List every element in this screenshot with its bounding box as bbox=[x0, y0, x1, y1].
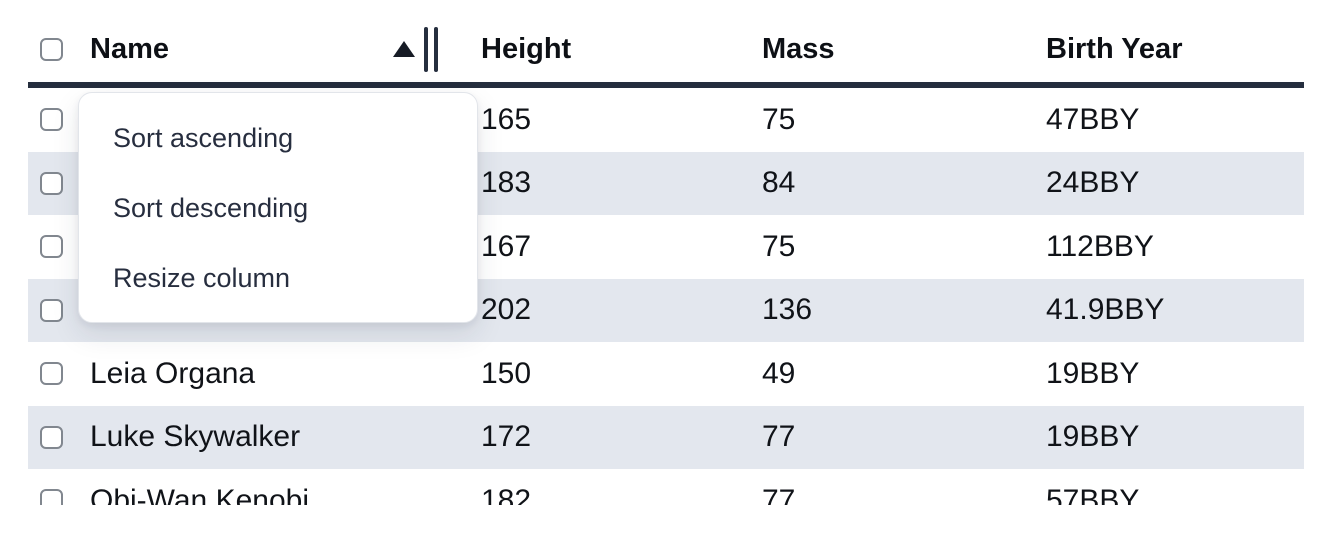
column-header-birth-year[interactable]: Birth Year bbox=[1030, 0, 1304, 82]
cell-height: 182 bbox=[481, 483, 532, 505]
row-select-cell bbox=[28, 406, 78, 470]
cell-name: Luke Skywalker bbox=[90, 420, 301, 454]
select-all-cell bbox=[28, 0, 78, 82]
column-label-mass: Mass bbox=[762, 32, 835, 65]
cell-height: 150 bbox=[481, 356, 532, 390]
cell-height: 172 bbox=[481, 420, 532, 454]
cell-birth-year: 19BBY bbox=[1046, 420, 1140, 454]
cell-mass: 136 bbox=[762, 293, 813, 327]
cell-birth-year: 47BBY bbox=[1046, 102, 1140, 136]
column-header-height[interactable]: Height bbox=[465, 0, 746, 82]
menu-item-resize-column[interactable]: Resize column bbox=[113, 263, 291, 294]
row-checkbox[interactable] bbox=[40, 362, 63, 386]
row-checkbox[interactable] bbox=[40, 298, 63, 322]
cell-mass: 49 bbox=[762, 356, 796, 390]
cell-height: 165 bbox=[481, 102, 532, 136]
cell-height: 202 bbox=[481, 293, 532, 327]
column-resize-handle[interactable] bbox=[424, 26, 438, 72]
cell-birth-year: 57BBY bbox=[1046, 483, 1140, 505]
sort-ascending-triangle-icon bbox=[393, 41, 415, 57]
table-row: Obi-Wan Kenobi 182 77 57BBY bbox=[28, 469, 1304, 505]
menu-item-sort-ascending[interactable]: Sort ascending bbox=[113, 122, 294, 153]
row-select-cell bbox=[28, 88, 78, 152]
cell-mass: 77 bbox=[762, 483, 796, 505]
column-label-birth-year: Birth Year bbox=[1046, 32, 1183, 65]
cell-mass: 77 bbox=[762, 420, 796, 454]
table-row: Leia Organa 150 49 19BBY bbox=[28, 342, 1304, 406]
menu-item-sort-descending[interactable]: Sort descending bbox=[113, 192, 309, 223]
row-checkbox[interactable] bbox=[40, 108, 63, 132]
row-select-cell bbox=[28, 215, 78, 279]
column-context-menu: Sort ascending Sort descending Resize co… bbox=[78, 92, 478, 323]
cell-mass: 84 bbox=[762, 166, 796, 200]
select-all-checkbox[interactable] bbox=[40, 37, 63, 61]
row-checkbox[interactable] bbox=[40, 489, 63, 505]
cell-birth-year: 112BBY bbox=[1046, 229, 1154, 263]
cell-mass: 75 bbox=[762, 102, 796, 136]
column-label-height: Height bbox=[481, 32, 572, 65]
column-header-mass[interactable]: Mass bbox=[746, 0, 1030, 82]
cell-birth-year: 24BBY bbox=[1046, 166, 1140, 200]
row-select-cell bbox=[28, 152, 78, 216]
row-checkbox[interactable] bbox=[40, 235, 63, 259]
row-checkbox[interactable] bbox=[40, 171, 63, 195]
table-header-row: Name Height Mass Birth Year bbox=[28, 0, 1304, 88]
table-row: Luke Skywalker 172 77 19BBY bbox=[28, 405, 1304, 470]
cell-name: Leia Organa bbox=[90, 356, 256, 390]
row-checkbox[interactable] bbox=[40, 425, 63, 449]
column-label-name: Name bbox=[90, 32, 169, 65]
cell-birth-year: 19BBY bbox=[1046, 356, 1140, 390]
row-select-cell bbox=[28, 469, 78, 505]
cell-mass: 75 bbox=[762, 229, 796, 263]
cell-height: 167 bbox=[481, 229, 532, 263]
cell-name: Obi-Wan Kenobi bbox=[90, 483, 309, 505]
row-select-cell bbox=[28, 342, 78, 406]
row-select-cell bbox=[28, 279, 78, 343]
column-header-name[interactable]: Name bbox=[78, 0, 465, 82]
cell-height: 183 bbox=[481, 166, 532, 200]
cell-birth-year: 41.9BBY bbox=[1046, 293, 1165, 327]
